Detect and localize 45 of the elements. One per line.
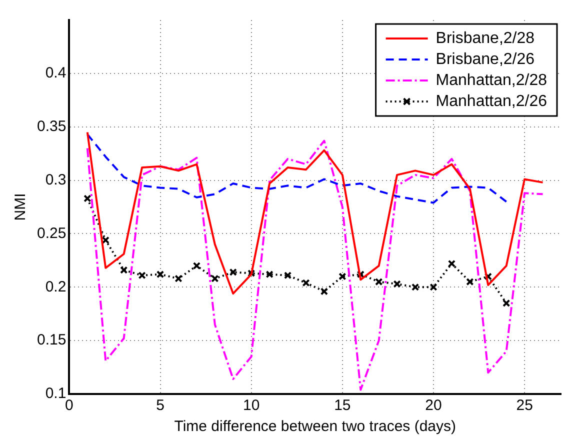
y-tick-label: 0.4 — [45, 64, 66, 82]
point — [356, 270, 364, 278]
line-series — [86, 140, 544, 391]
point — [430, 283, 438, 291]
point — [192, 262, 201, 270]
point — [375, 278, 383, 286]
point — [466, 278, 474, 286]
y-tick-label: 0.3 — [45, 171, 66, 188]
y-tick-label: 0.25 — [36, 224, 66, 242]
line-series — [86, 133, 508, 204]
point — [120, 266, 128, 274]
point — [266, 270, 274, 278]
point — [84, 194, 92, 202]
point — [338, 272, 346, 280]
point — [229, 268, 237, 276]
point — [284, 272, 292, 280]
point — [302, 279, 310, 287]
x-tick-label: 0 — [65, 397, 74, 414]
point — [502, 299, 510, 307]
y-axis-title: NMI — [12, 193, 30, 221]
point — [211, 274, 219, 282]
y-tick-label: 0.35 — [36, 118, 66, 135]
point — [248, 269, 256, 278]
legend-label: Brisbane,2/26 — [436, 50, 535, 68]
y-tick-label: 0.15 — [36, 332, 66, 349]
x-tick-label: 15 — [334, 397, 351, 414]
y-tick-label: 0.1 — [45, 385, 66, 402]
point — [320, 288, 328, 296]
x-tick-label: 5 — [156, 397, 164, 414]
point — [156, 270, 164, 278]
x-tick-label: 10 — [243, 397, 260, 414]
legend-label: Manhattan,2/26 — [436, 92, 548, 110]
y-tick-label: 0.2 — [45, 278, 66, 296]
point — [484, 272, 492, 280]
x-tick-label: 20 — [425, 397, 442, 414]
point — [448, 260, 456, 268]
point — [102, 236, 110, 244]
legend-label: Manhattan,2/28 — [436, 72, 548, 89]
point — [138, 272, 146, 280]
point — [174, 274, 182, 282]
point — [411, 283, 420, 291]
legend-label: Brisbane,2/28 — [436, 30, 535, 47]
x-axis-title: Time difference between two traces (days) — [174, 418, 456, 436]
x-tick-label: 25 — [516, 397, 533, 414]
point — [393, 280, 401, 288]
